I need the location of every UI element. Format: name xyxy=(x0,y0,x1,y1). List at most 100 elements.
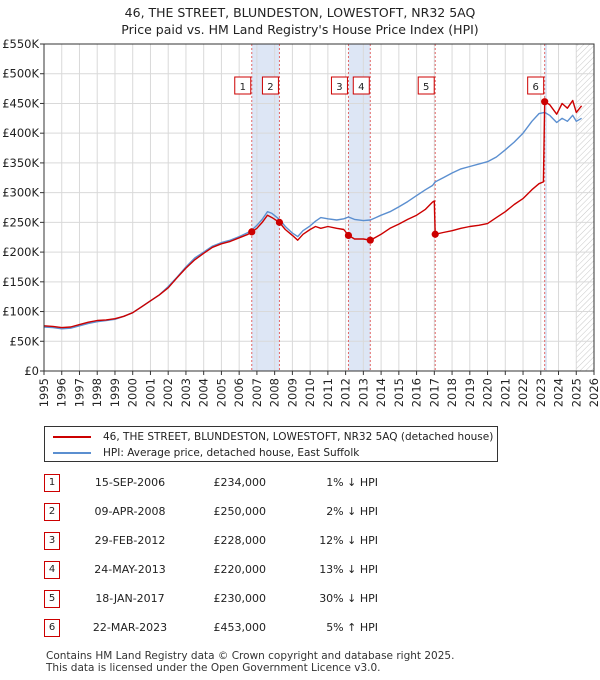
transaction-number: 6 xyxy=(44,619,60,637)
y-tick-label: £0 xyxy=(24,364,39,378)
transaction-hpi-diff: 13% ↓ HPI xyxy=(319,563,378,576)
x-tick-label: 2022 xyxy=(516,378,530,407)
x-tick-label: 1998 xyxy=(90,378,104,407)
transaction-marker-box-3 xyxy=(330,76,348,95)
x-tick-label: 1995 xyxy=(37,378,51,407)
transaction-marker-label-4: 4 xyxy=(358,82,364,93)
shaded-band-3 xyxy=(544,44,547,371)
transaction-number: 5 xyxy=(44,590,60,608)
shaded-band-2 xyxy=(348,44,371,371)
x-tick-label: 2020 xyxy=(481,378,495,407)
transaction-hpi-diff: 12% ↓ HPI xyxy=(319,534,378,547)
transaction-hpi-diff: 1% ↓ HPI xyxy=(326,476,378,489)
transaction-marker-label-2: 2 xyxy=(267,82,273,93)
transaction-hpi-diff: 5% ↑ HPI xyxy=(326,621,378,634)
transaction-date: 29-FEB-2012 xyxy=(94,534,166,547)
transaction-marker-box-2 xyxy=(261,76,279,95)
x-tick-label: 2023 xyxy=(534,378,548,407)
transaction-date: 18-JAN-2017 xyxy=(95,592,165,605)
transaction-marker-label-6: 6 xyxy=(532,82,538,93)
transaction-price: £250,000 xyxy=(213,505,267,518)
x-tick-label: 1997 xyxy=(72,378,86,407)
x-tick-label: 1996 xyxy=(55,378,69,407)
legend-property: 46, THE STREET, BLUNDESTON, LOWESTOFT, N… xyxy=(53,429,493,445)
transaction-point-4 xyxy=(366,236,374,244)
x-tick-label: 2010 xyxy=(303,378,317,407)
legend-property-swatch xyxy=(53,436,91,438)
x-tick-label: 2014 xyxy=(374,378,388,407)
x-tick-label: 2008 xyxy=(268,378,282,407)
price-chart: 1 2 3 4 5 6 £0 £50K £100K £150K £200K £250K £300K £3… xyxy=(2,37,600,407)
transaction-point-5 xyxy=(431,230,439,238)
x-tick-label: 2006 xyxy=(232,378,246,407)
footer: Contains HM Land Registry data © Crown c… xyxy=(46,650,454,674)
legend-hpi-swatch xyxy=(53,452,91,454)
x-tick-label: 2005 xyxy=(214,378,228,407)
x-tick-label: 2018 xyxy=(445,378,459,407)
transaction-marker-box-4 xyxy=(352,76,370,95)
transaction-price: £220,000 xyxy=(213,563,267,576)
y-tick-label: £200K xyxy=(2,245,39,259)
x-tick-label: 2019 xyxy=(463,378,477,407)
transaction-point-3 xyxy=(344,231,353,240)
title-line-1: 46, THE STREET, BLUNDESTON, LOWESTOFT, N… xyxy=(124,5,476,20)
x-tick-label: 2004 xyxy=(197,378,211,407)
transaction-price: £228,000 xyxy=(213,534,267,547)
x-tick-label: 2003 xyxy=(179,378,193,407)
transaction-point-2 xyxy=(275,218,284,226)
transaction-number: 3 xyxy=(44,532,60,550)
property-series-line xyxy=(43,99,583,329)
y-tick-label: £50K xyxy=(10,334,40,348)
transaction-row: 4 24-MAY-2013 £220,000 13% ↓ HPI xyxy=(44,561,464,579)
legend-hpi: HPI: Average price, detached house, East… xyxy=(53,445,359,461)
transaction-row: 6 22-MAR-2023 £453,000 5% ↑ HPI xyxy=(44,619,464,637)
transaction-marker-box-6 xyxy=(527,76,545,95)
x-tick-label: 2026 xyxy=(587,378,600,407)
x-tick-label: 2016 xyxy=(410,378,424,407)
y-tick-label: £550K xyxy=(2,37,39,51)
transaction-row: 2 09-APR-2008 £250,000 2% ↓ HPI xyxy=(44,503,464,521)
y-tick-label: £500K xyxy=(2,67,39,81)
transaction-date: 22-MAR-2023 xyxy=(92,621,168,634)
transaction-number: 4 xyxy=(44,561,60,579)
x-tick-label: 2013 xyxy=(356,378,370,407)
legend-hpi-label: HPI: Average price, detached house, East… xyxy=(103,447,360,459)
x-tick-label: 2021 xyxy=(498,378,512,407)
y-tick-label: £150K xyxy=(2,275,39,289)
transaction-point-6 xyxy=(541,98,549,106)
transaction-price: £230,000 xyxy=(213,592,267,605)
x-tick-label: 2007 xyxy=(250,378,264,407)
legend-property-label: 46, THE STREET, BLUNDESTON, LOWESTOFT, N… xyxy=(103,431,494,443)
transaction-price: £234,000 xyxy=(213,476,267,489)
x-tick-label: 2000 xyxy=(126,378,140,407)
x-tick-label: 1999 xyxy=(108,378,122,407)
y-tick-label: £450K xyxy=(2,96,39,110)
x-tick-label: 2012 xyxy=(339,378,353,407)
transaction-number: 2 xyxy=(44,503,60,521)
y-tick-label: £350K xyxy=(2,156,39,170)
transaction-row: 1 15-SEP-2006 £234,000 1% ↓ HPI xyxy=(44,474,464,492)
transaction-date: 24-MAY-2013 xyxy=(94,563,166,576)
transaction-point-1 xyxy=(248,228,256,236)
y-tick-label: £250K xyxy=(2,215,39,229)
transaction-marker-label-3: 3 xyxy=(336,82,342,93)
transaction-row: 3 29-FEB-2012 £228,000 12% ↓ HPI xyxy=(44,532,464,550)
transaction-marker-label-1: 1 xyxy=(240,82,246,93)
plot-frame xyxy=(43,43,595,372)
transaction-price: £453,000 xyxy=(213,621,267,634)
forecast-hatch xyxy=(576,44,594,371)
transaction-marker-box-1 xyxy=(234,76,252,95)
footer-line-2: This data is licensed under the Open Gov… xyxy=(46,662,381,674)
transaction-row: 5 18-JAN-2017 £230,000 30% ↓ HPI xyxy=(44,590,464,608)
x-tick-label: 2015 xyxy=(392,378,406,407)
transaction-date: 15-SEP-2006 xyxy=(94,476,166,489)
x-tick-label: 2001 xyxy=(143,378,157,407)
x-tick-label: 2011 xyxy=(321,378,335,407)
x-tick-label: 2017 xyxy=(427,378,441,407)
transaction-marker-label-5: 5 xyxy=(423,82,429,93)
x-tick-label: 2002 xyxy=(161,378,175,407)
x-tick-label: 2024 xyxy=(552,378,566,407)
transaction-marker-box-5 xyxy=(417,76,435,95)
transaction-hpi-diff: 2% ↓ HPI xyxy=(326,505,378,518)
y-tick-label: £400K xyxy=(2,126,39,140)
